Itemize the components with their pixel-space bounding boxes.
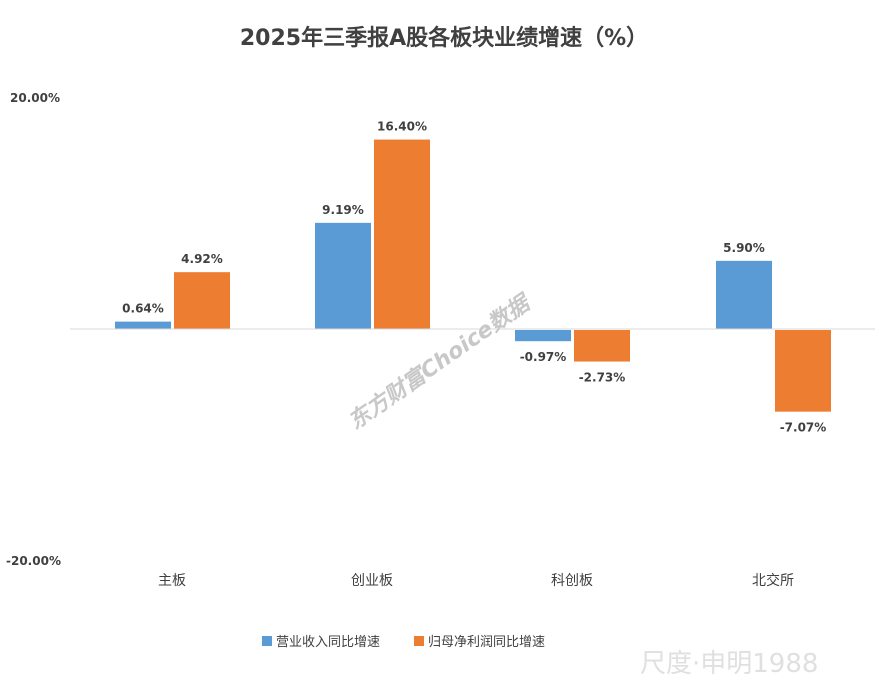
bar-revenue [115,321,171,329]
bar-profit [574,330,630,362]
data-label: 9.19% [322,203,364,217]
data-label: -2.73% [579,371,626,385]
x-tick-label: 科创板 [551,573,593,589]
x-tick-label: 创业板 [351,573,393,589]
watermark-author: 尺度·申明1988 [640,649,818,679]
data-label: -7.07% [780,421,827,435]
bar-profit [174,272,230,329]
y-tick-min: -20.00% [6,554,61,568]
chart-title: 2025年三季报A股各板块业绩增速（%） [240,25,648,51]
legend: 营业收入同比增速 归母净利润同比增速 [262,635,545,650]
y-tick-max: 20.00% [10,91,60,105]
legend-swatch-profit [414,636,424,646]
bar-revenue [315,222,371,329]
bar-revenue [716,260,772,329]
data-label: 0.64% [122,302,164,316]
data-label: 4.92% [181,252,223,266]
x-tick-label: 主板 [158,573,186,589]
watermark-choice: 东方财富Choice数据 [344,288,538,435]
data-label: -0.97% [520,350,567,364]
bar-profit [775,330,831,412]
data-label: 5.90% [723,241,765,255]
legend-swatch-revenue [262,636,272,646]
data-label: 16.40% [377,120,427,134]
bar-revenue [515,330,571,342]
x-tick-label: 北交所 [752,572,794,589]
bar-profit [374,139,430,329]
legend-label-revenue: 营业收入同比增速 [276,635,380,650]
legend-label-profit: 归母净利润同比增速 [428,635,545,650]
